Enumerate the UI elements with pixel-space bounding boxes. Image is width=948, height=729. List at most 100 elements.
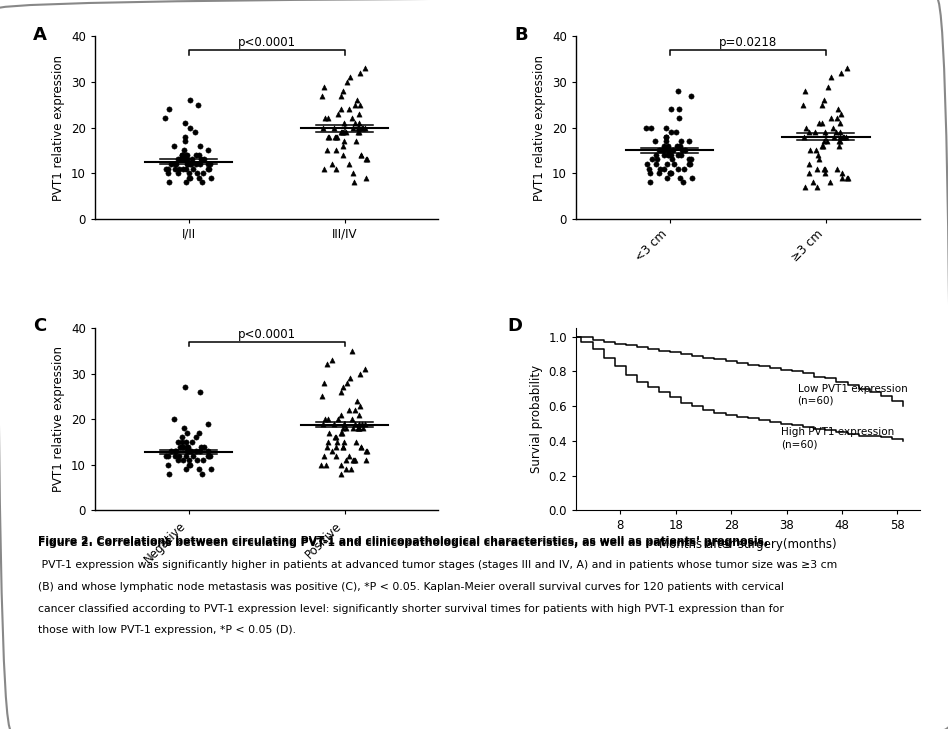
Point (349, 136, 364, 147)
Point (197, 440, 212, 452)
Point (341, 158, 356, 170)
Point (344, 413, 359, 425)
Point (166, 140, 181, 152)
Point (357, 63, 373, 74)
Point (338, 454, 354, 466)
Point (676, 163, 691, 174)
Point (829, 126, 844, 138)
Point (157, 113, 173, 125)
Text: cancer classified according to PVT-1 expression level: significantly shorter sur: cancer classified according to PVT-1 exp… (38, 604, 784, 614)
Point (192, 140, 208, 152)
Point (810, 149, 825, 161)
Point (817, 168, 832, 179)
Point (354, 149, 369, 161)
Point (184, 436, 199, 448)
Point (659, 131, 674, 143)
Point (328, 432, 343, 443)
Point (652, 163, 667, 174)
Point (331, 108, 346, 120)
Point (202, 158, 217, 170)
Point (181, 459, 196, 471)
Point (355, 122, 370, 133)
Point (674, 149, 689, 161)
Point (350, 422, 365, 434)
Point (666, 158, 682, 170)
Point (346, 168, 361, 179)
Point (801, 158, 816, 170)
Point (346, 454, 361, 466)
Point (353, 99, 368, 111)
Point (327, 122, 342, 133)
Point (183, 459, 198, 471)
Point (181, 168, 196, 179)
Point (832, 136, 848, 147)
Point (642, 168, 657, 179)
Point (203, 172, 218, 184)
Point (336, 381, 351, 393)
Point (200, 418, 215, 429)
Point (350, 126, 365, 138)
Point (158, 450, 173, 461)
Point (174, 154, 190, 165)
Point (353, 399, 368, 411)
Point (656, 144, 671, 156)
Point (816, 163, 831, 174)
Point (823, 113, 838, 125)
Point (827, 131, 842, 143)
Point (816, 95, 831, 106)
Text: High PVT1 expression
(n=60): High PVT1 expression (n=60) (781, 427, 894, 449)
Point (174, 440, 190, 452)
Point (839, 172, 854, 184)
Point (817, 163, 832, 174)
Point (640, 158, 655, 170)
Point (656, 163, 671, 174)
Text: p<0.0001: p<0.0001 (238, 36, 296, 50)
Point (639, 122, 654, 133)
Point (178, 464, 193, 475)
Point (170, 454, 185, 466)
Point (348, 404, 363, 416)
Point (656, 149, 671, 161)
Point (333, 126, 348, 138)
Point (177, 144, 192, 156)
Point (193, 440, 209, 452)
Point (169, 158, 184, 170)
Point (179, 445, 194, 457)
Point (325, 445, 340, 457)
Point (161, 468, 176, 480)
Point (170, 168, 185, 179)
Point (358, 454, 374, 466)
Point (357, 418, 373, 429)
Point (344, 113, 359, 125)
Point (811, 154, 826, 165)
Point (334, 468, 349, 480)
Point (328, 440, 343, 452)
Point (178, 163, 193, 174)
Point (192, 445, 208, 457)
Point (809, 144, 824, 156)
Point (684, 172, 700, 184)
Point (167, 158, 182, 170)
Point (833, 67, 848, 79)
Point (836, 131, 851, 143)
Point (658, 136, 673, 147)
Point (801, 168, 816, 179)
Point (351, 122, 366, 133)
Point (160, 163, 175, 174)
Point (320, 113, 336, 125)
Text: Figure 2. Correlations between circulating PVT-1 and clinicopathological charact: Figure 2. Correlations between circulati… (38, 536, 768, 546)
Point (662, 168, 677, 179)
Point (334, 386, 349, 398)
Point (317, 450, 332, 461)
Point (359, 154, 374, 165)
Y-axis label: PVT1 relative expression: PVT1 relative expression (52, 55, 65, 200)
Point (180, 440, 195, 452)
Point (171, 436, 186, 448)
Point (346, 176, 361, 188)
Point (317, 81, 332, 93)
Point (160, 450, 175, 461)
Point (664, 104, 679, 115)
Point (648, 158, 664, 170)
Point (355, 418, 370, 429)
Point (833, 117, 848, 129)
